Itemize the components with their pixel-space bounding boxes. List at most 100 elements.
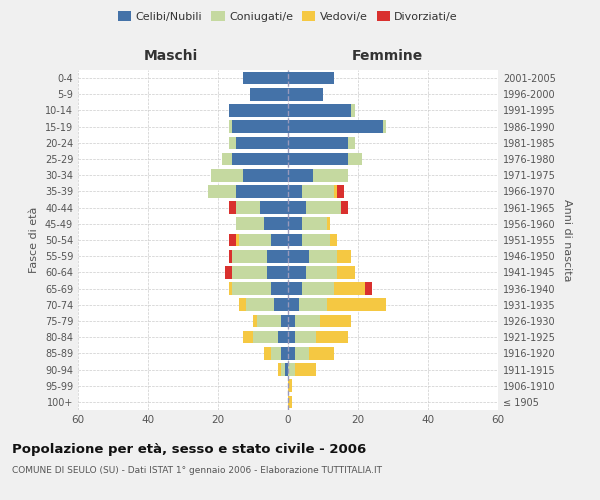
Bar bbox=[337, 185, 344, 198]
Bar bbox=[267, 250, 288, 262]
Bar bbox=[288, 282, 302, 295]
Bar bbox=[250, 88, 288, 101]
Bar bbox=[263, 218, 288, 230]
Bar bbox=[232, 266, 267, 278]
Bar bbox=[316, 331, 347, 344]
Bar bbox=[225, 266, 232, 278]
Bar bbox=[267, 266, 288, 278]
Bar bbox=[326, 218, 330, 230]
Bar bbox=[211, 169, 242, 181]
Bar bbox=[281, 347, 288, 360]
Bar bbox=[302, 234, 330, 246]
Bar bbox=[229, 202, 235, 214]
Bar bbox=[347, 136, 355, 149]
Text: COMUNE DI SEULO (SU) - Dati ISTAT 1° gennaio 2006 - Elaborazione TUTTITALIA.IT: COMUNE DI SEULO (SU) - Dati ISTAT 1° gen… bbox=[12, 466, 382, 475]
Bar bbox=[239, 298, 246, 311]
Bar bbox=[288, 347, 295, 360]
Text: Maschi: Maschi bbox=[144, 48, 198, 62]
Bar bbox=[288, 136, 347, 149]
Bar bbox=[295, 347, 309, 360]
Bar bbox=[305, 266, 337, 278]
Bar bbox=[208, 185, 235, 198]
Bar bbox=[260, 202, 288, 214]
Bar bbox=[383, 120, 386, 133]
Bar bbox=[365, 282, 372, 295]
Bar bbox=[235, 234, 239, 246]
Bar bbox=[351, 104, 355, 117]
Bar bbox=[288, 380, 292, 392]
Bar bbox=[253, 314, 257, 328]
Bar bbox=[277, 363, 281, 376]
Bar bbox=[288, 88, 323, 101]
Bar bbox=[253, 331, 277, 344]
Bar bbox=[242, 169, 288, 181]
Bar bbox=[302, 218, 326, 230]
Bar bbox=[274, 298, 288, 311]
Bar bbox=[341, 202, 347, 214]
Bar bbox=[288, 72, 334, 85]
Bar bbox=[232, 152, 288, 166]
Bar bbox=[229, 120, 232, 133]
Bar bbox=[232, 282, 271, 295]
Bar bbox=[347, 152, 361, 166]
Bar bbox=[288, 202, 305, 214]
Bar bbox=[271, 347, 281, 360]
Bar bbox=[288, 185, 302, 198]
Bar bbox=[309, 250, 337, 262]
Bar bbox=[229, 250, 232, 262]
Bar bbox=[288, 104, 351, 117]
Bar bbox=[334, 185, 337, 198]
Bar bbox=[242, 331, 253, 344]
Bar bbox=[295, 314, 320, 328]
Text: Femmine: Femmine bbox=[352, 48, 422, 62]
Bar bbox=[305, 202, 341, 214]
Bar bbox=[257, 314, 281, 328]
Bar bbox=[313, 169, 347, 181]
Bar bbox=[288, 331, 295, 344]
Bar bbox=[334, 282, 365, 295]
Bar bbox=[330, 234, 337, 246]
Bar bbox=[235, 136, 288, 149]
Bar bbox=[337, 266, 355, 278]
Bar bbox=[235, 185, 288, 198]
Bar bbox=[288, 314, 295, 328]
Bar bbox=[284, 363, 288, 376]
Bar bbox=[320, 314, 351, 328]
Bar bbox=[242, 72, 288, 85]
Bar bbox=[302, 282, 334, 295]
Bar bbox=[229, 282, 232, 295]
Y-axis label: Anni di nascita: Anni di nascita bbox=[562, 198, 572, 281]
Bar bbox=[309, 347, 334, 360]
Bar bbox=[271, 282, 288, 295]
Legend: Celibi/Nubili, Coniugati/e, Vedovi/e, Divorziati/e: Celibi/Nubili, Coniugati/e, Vedovi/e, Di… bbox=[115, 8, 461, 25]
Bar bbox=[235, 218, 263, 230]
Bar bbox=[239, 234, 271, 246]
Bar bbox=[288, 250, 309, 262]
Y-axis label: Fasce di età: Fasce di età bbox=[29, 207, 39, 273]
Bar bbox=[246, 298, 274, 311]
Bar bbox=[281, 314, 288, 328]
Bar bbox=[288, 152, 347, 166]
Bar bbox=[277, 331, 288, 344]
Bar bbox=[288, 266, 305, 278]
Bar bbox=[229, 234, 235, 246]
Bar bbox=[288, 218, 302, 230]
Bar bbox=[229, 136, 235, 149]
Bar bbox=[299, 298, 326, 311]
Bar bbox=[271, 234, 288, 246]
Bar bbox=[302, 185, 334, 198]
Bar bbox=[288, 120, 383, 133]
Bar bbox=[288, 396, 292, 408]
Bar bbox=[281, 363, 284, 376]
Bar bbox=[295, 331, 316, 344]
Bar bbox=[337, 250, 351, 262]
Bar bbox=[288, 169, 313, 181]
Bar bbox=[288, 298, 299, 311]
Bar bbox=[288, 363, 295, 376]
Bar bbox=[263, 347, 271, 360]
Bar bbox=[232, 120, 288, 133]
Text: Popolazione per età, sesso e stato civile - 2006: Popolazione per età, sesso e stato civil… bbox=[12, 442, 366, 456]
Bar bbox=[235, 202, 260, 214]
Bar bbox=[229, 104, 288, 117]
Bar bbox=[295, 363, 316, 376]
